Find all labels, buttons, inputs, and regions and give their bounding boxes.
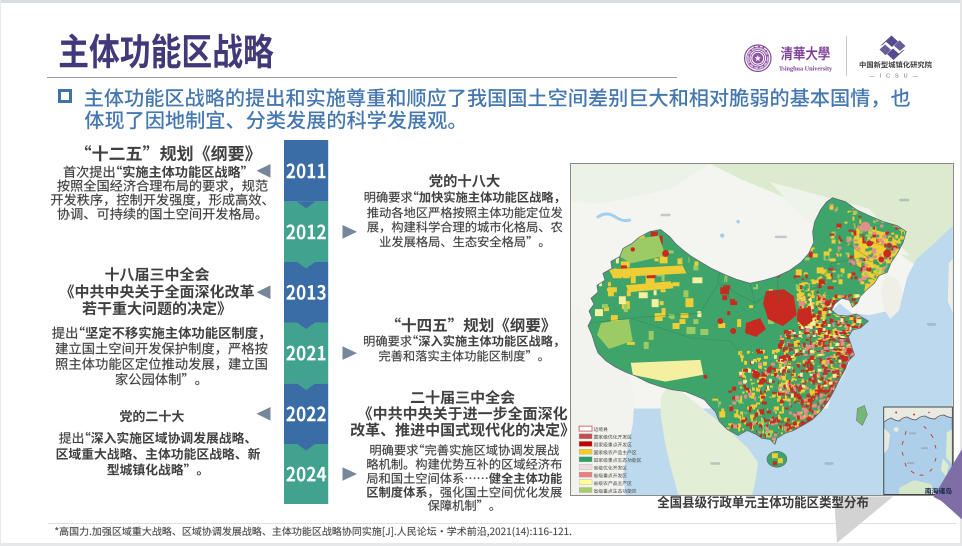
svg-text:Tsinghua University: Tsinghua University xyxy=(779,66,833,73)
svg-text:— I C S U —: — I C S U — xyxy=(869,74,919,80)
